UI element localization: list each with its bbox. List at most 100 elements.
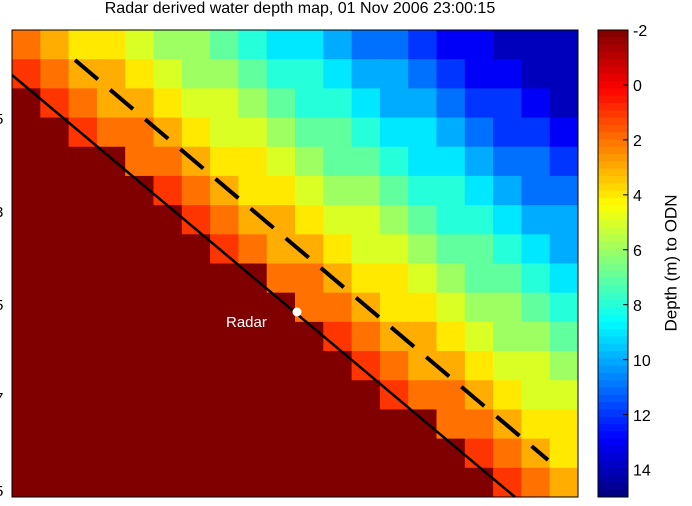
heatmap-cell bbox=[408, 351, 437, 381]
y-tick-label: 7 bbox=[0, 390, 3, 407]
heatmap-cell bbox=[125, 438, 154, 469]
heatmap-cell bbox=[351, 88, 381, 119]
heatmap-cell bbox=[125, 351, 154, 381]
heatmap-cell bbox=[125, 234, 154, 264]
colorbar-tick-label: 8 bbox=[633, 298, 642, 315]
heatmap-cell bbox=[379, 467, 409, 498]
heatmap-cell bbox=[181, 59, 211, 89]
heatmap-cell bbox=[493, 205, 522, 235]
heatmap-cell bbox=[323, 30, 353, 60]
heatmap-cell bbox=[436, 30, 466, 60]
colorbar-segment bbox=[598, 227, 628, 235]
annotation: Radar bbox=[226, 314, 267, 331]
heatmap-cell bbox=[295, 88, 324, 119]
colorbar-segment bbox=[598, 329, 628, 337]
heatmap-cell bbox=[238, 467, 268, 498]
heatmap-cell bbox=[238, 351, 268, 381]
heatmap-cell bbox=[238, 88, 268, 119]
heatmap-cell bbox=[493, 321, 522, 352]
colorbar-segment bbox=[598, 154, 628, 162]
colorbar bbox=[598, 30, 628, 498]
colorbar-segment bbox=[598, 190, 628, 199]
y-tick-label: 5 bbox=[0, 111, 3, 128]
heatmap-cell bbox=[125, 205, 154, 235]
heatmap-cell bbox=[408, 146, 437, 177]
heatmap-cell bbox=[96, 292, 126, 323]
heatmap-cell bbox=[295, 59, 324, 89]
heatmap-cell bbox=[493, 263, 522, 294]
heatmap-cell bbox=[351, 30, 381, 60]
heatmap-cell bbox=[40, 263, 70, 294]
heatmap-cell bbox=[521, 409, 551, 440]
colorbar-segment bbox=[598, 110, 628, 119]
heatmap-cell bbox=[521, 263, 551, 294]
heatmap-cell bbox=[493, 234, 522, 264]
colorbar-segment bbox=[598, 482, 628, 491]
heatmap-cell bbox=[408, 117, 437, 148]
heatmap-cell bbox=[181, 467, 211, 498]
heatmap-cell bbox=[464, 175, 494, 206]
heatmap-cell bbox=[68, 30, 98, 60]
heatmap-cell bbox=[323, 380, 353, 410]
heatmap-cell bbox=[238, 59, 268, 89]
colorbar-segment bbox=[598, 219, 628, 228]
heatmap-cell bbox=[153, 263, 183, 294]
colorbar-segment bbox=[598, 81, 628, 89]
y-tick-label: 5 bbox=[0, 297, 3, 314]
colorbar-tick-label: 2 bbox=[633, 133, 642, 150]
heatmap-cell bbox=[549, 467, 579, 498]
heatmap-cell bbox=[266, 467, 296, 498]
colorbar-segment bbox=[598, 314, 628, 323]
heatmap-cell bbox=[351, 263, 381, 294]
heatmap-cell bbox=[266, 321, 296, 352]
heatmap-cell bbox=[12, 321, 41, 352]
heatmap-cell bbox=[379, 88, 409, 119]
heatmap-cell bbox=[521, 30, 551, 60]
heatmap-cell bbox=[464, 409, 494, 440]
heatmap-cell bbox=[40, 205, 70, 235]
heatmap-cell bbox=[96, 88, 126, 119]
heatmap-cell bbox=[351, 351, 381, 381]
heatmap-cell bbox=[323, 59, 353, 89]
heatmap-cell bbox=[493, 292, 522, 323]
heatmap-cell bbox=[12, 380, 41, 410]
heatmap-cell bbox=[521, 88, 551, 119]
heatmap-cell bbox=[266, 292, 296, 323]
colorbar-segment bbox=[598, 343, 628, 352]
heatmap-cell bbox=[521, 234, 551, 264]
heatmap-cell bbox=[12, 175, 41, 206]
colorbar-segment bbox=[598, 336, 628, 345]
heatmap-cell bbox=[493, 117, 522, 148]
heatmap-cell bbox=[125, 59, 154, 89]
colorbar-segment bbox=[598, 248, 628, 257]
heatmap-cell bbox=[12, 234, 41, 264]
heatmap-cell bbox=[68, 351, 98, 381]
heatmap-cell bbox=[238, 175, 268, 206]
heatmap-cell bbox=[436, 467, 466, 498]
heatmap-cell bbox=[238, 380, 268, 410]
colorbar-segment bbox=[598, 183, 628, 192]
colorbar-segment bbox=[598, 197, 628, 206]
colorbar-segment bbox=[598, 453, 628, 462]
heatmap-cell bbox=[40, 146, 70, 177]
colorbar-segment bbox=[598, 132, 628, 140]
heatmap-cell bbox=[379, 117, 409, 148]
heatmap-cell bbox=[96, 234, 126, 264]
colorbar-tick-label: 0 bbox=[633, 78, 642, 95]
colorbar-segment bbox=[598, 234, 628, 243]
colorbar-segment bbox=[598, 409, 628, 418]
colorbar-frame bbox=[597, 29, 629, 498]
heatmap-cell bbox=[323, 263, 353, 294]
colorbar-segment bbox=[598, 445, 628, 454]
heatmap-cell bbox=[125, 263, 154, 294]
heatmap-cell bbox=[521, 175, 551, 206]
heatmap-cell bbox=[436, 351, 466, 381]
heatmap-cell bbox=[521, 321, 551, 352]
heatmap-cell bbox=[323, 292, 353, 323]
heatmap-cell bbox=[181, 234, 211, 264]
heatmap-cell bbox=[125, 409, 154, 440]
heatmap-cell bbox=[408, 234, 437, 264]
heatmap-cell bbox=[12, 351, 41, 381]
heatmap-cell bbox=[40, 292, 70, 323]
